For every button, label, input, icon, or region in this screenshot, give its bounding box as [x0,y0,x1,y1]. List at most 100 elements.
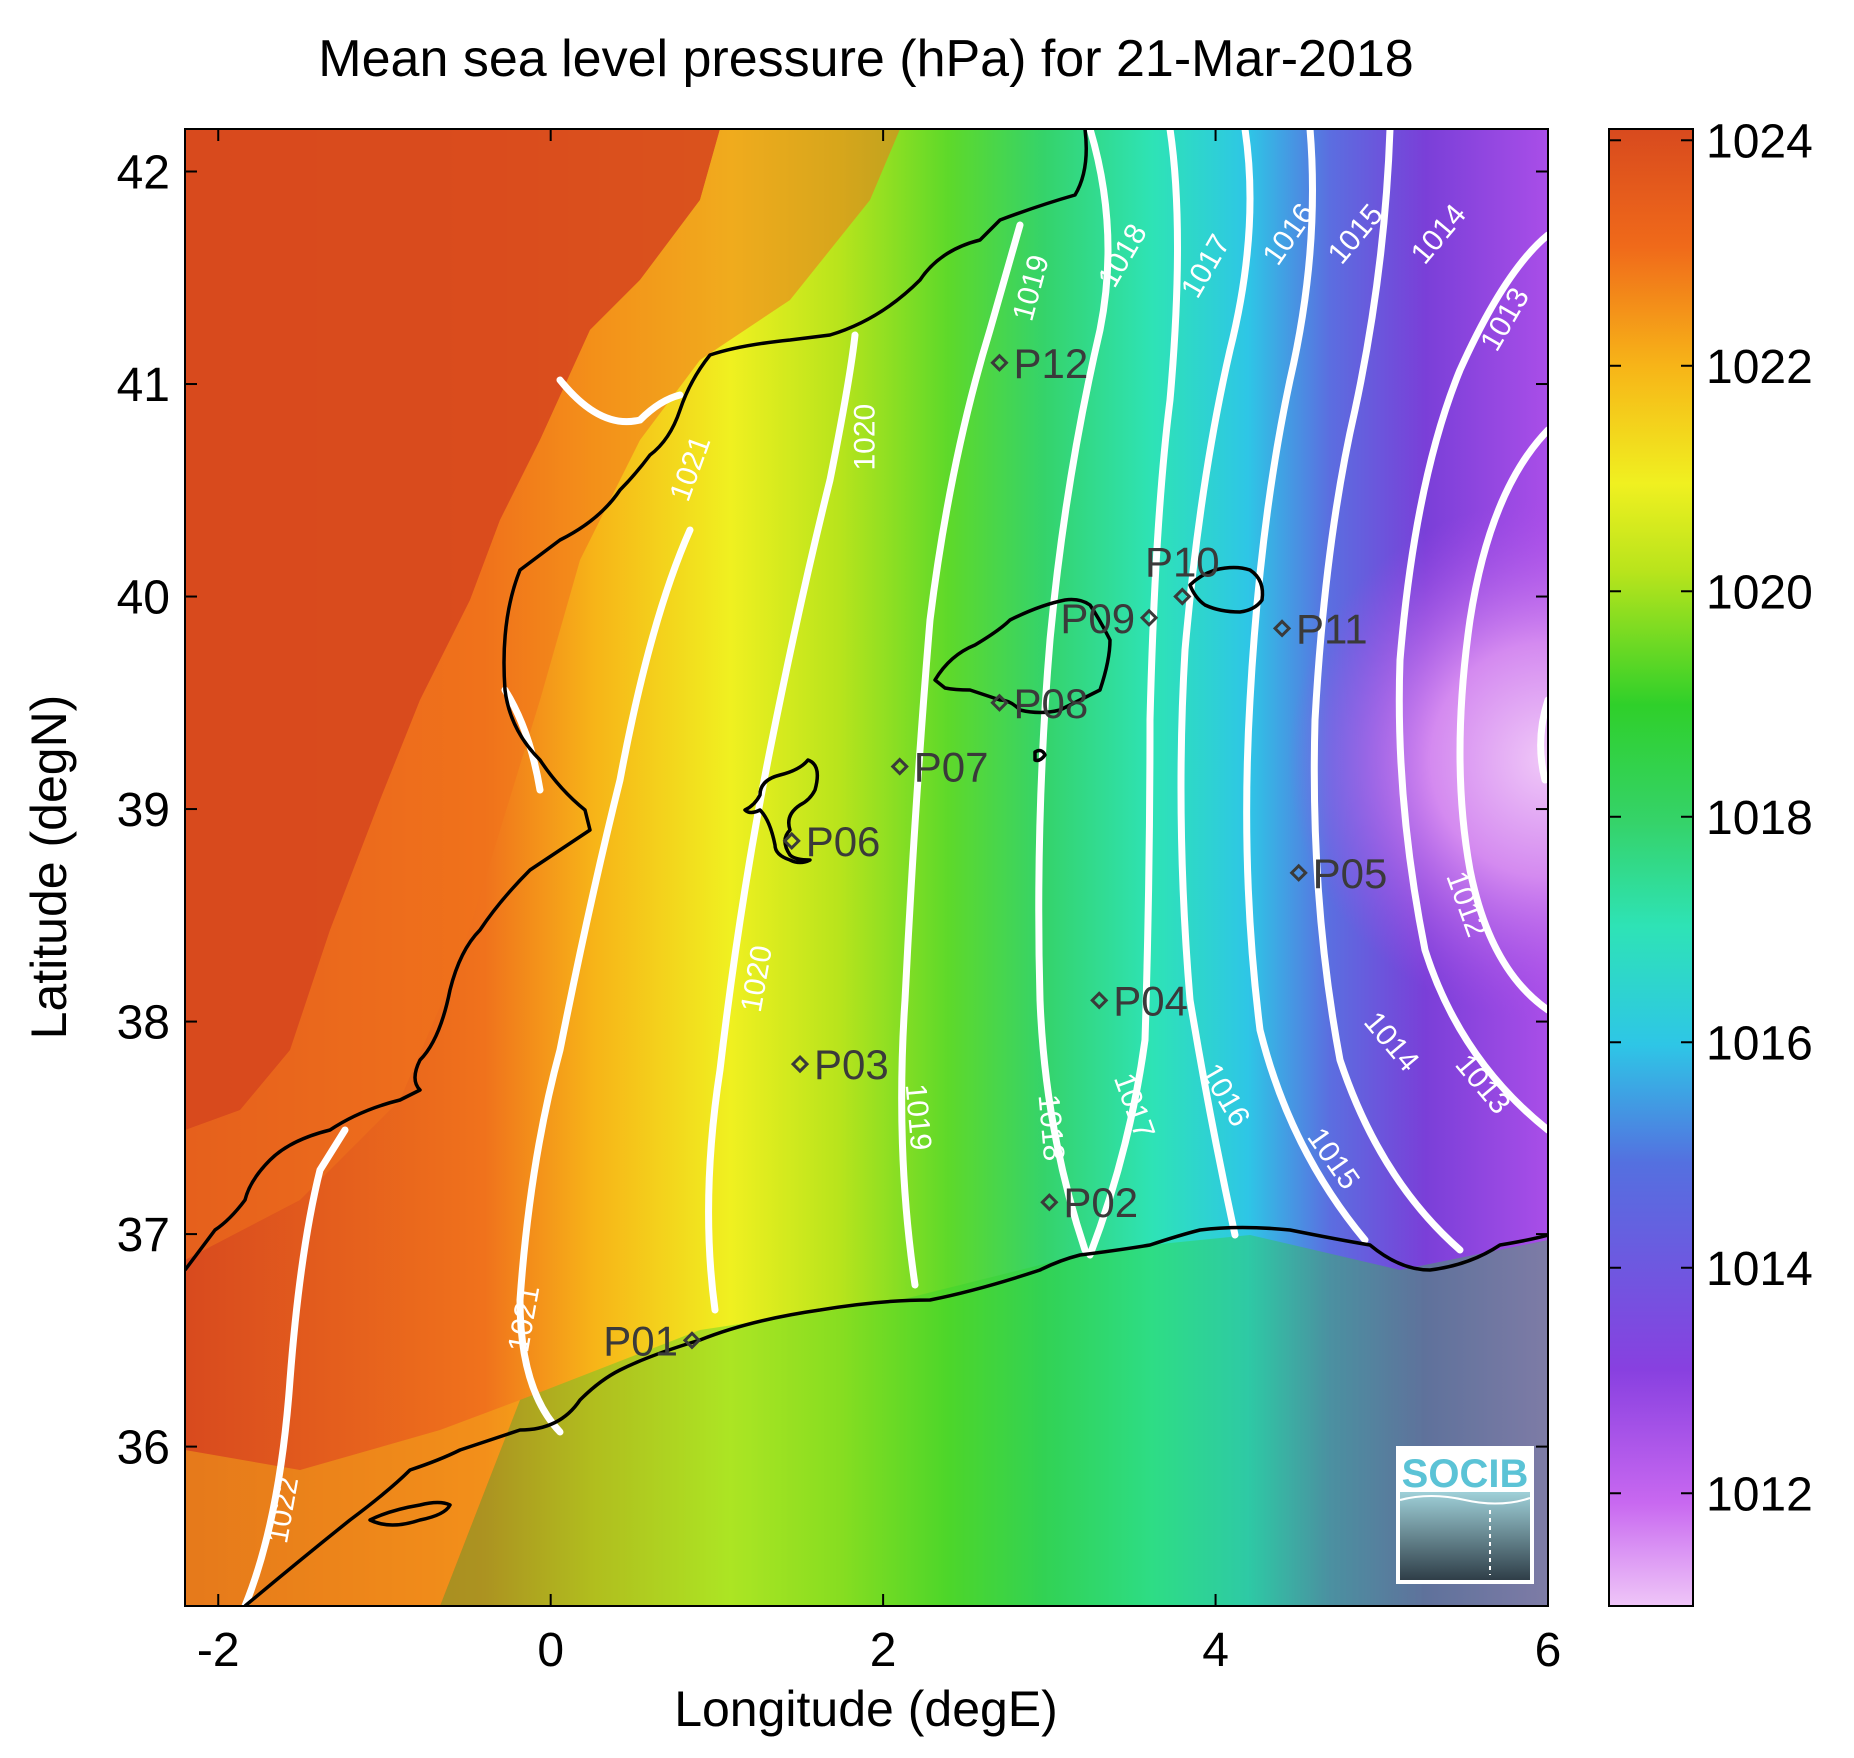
isobar-label: 1019 [899,1082,938,1151]
coastline-africa [243,1225,1548,1606]
station-label: P09 [1060,595,1135,642]
y-axis: 36 37 38 39 40 41 42 [117,147,1548,1475]
iberian-land-high-pressure [185,129,720,1130]
station-p09[interactable]: P09 [1060,595,1159,642]
isobar-1012-inner [1537,696,1548,784]
socib-logo: SOCIB [1396,1446,1534,1584]
x-tick-label: 6 [1535,1624,1562,1677]
y-tick-label: 39 [117,784,170,837]
station-label: P12 [1013,340,1088,387]
isobar-1019 [898,221,1024,1289]
station-p12[interactable]: P12 [990,340,1088,387]
y-tick-label: 42 [117,147,170,200]
colorbar-tick-label: 1014 [1706,1243,1813,1296]
station-marker [1289,863,1308,882]
x-tick-label: -2 [197,1624,240,1677]
colorbar-tick-label: 1018 [1706,792,1813,845]
colorbar-tick-label: 1022 [1706,341,1813,394]
station-p05[interactable]: P05 [1289,850,1388,897]
station-p03[interactable]: P03 [790,1041,889,1088]
map-plot: 1022102110211020102010191019101810181017… [185,129,1548,1606]
x-axis: -2 0 2 4 6 [197,129,1561,1677]
isobar-1020 [705,331,859,1314]
station-marker [1090,991,1109,1010]
station-label: P01 [603,1317,678,1364]
colorbar-tick-label: 1024 [1706,115,1813,168]
isobar-1018 [1035,129,1112,1254]
station-marker [1040,1193,1059,1212]
isobar-1021-south [516,526,694,1436]
station-label: P02 [1063,1179,1138,1226]
isobars [241,129,1548,1606]
coastline-menorca [1188,565,1265,614]
isobar-1015 [1243,129,1369,1244]
isobar-1022 [241,1126,349,1606]
coastline-ibiza [743,758,820,865]
plot-frame [184,128,1549,1607]
africa-land-west [185,1400,520,1606]
coastline-cabrera [1033,748,1047,763]
isobar-label: 1018 [1032,1093,1071,1162]
y-tick-label: 36 [117,1422,170,1475]
y-tick-label: 41 [117,359,170,412]
colorbar-frame [1608,128,1694,1607]
y-tick-label: 38 [117,997,170,1050]
station-label: P08 [1013,680,1088,727]
colorbar: 1012 1014 1016 1018 1020 1022 1024 [1608,115,1813,1607]
isobar-1021-north [556,376,684,426]
station-p06[interactable]: P06 [782,818,881,865]
isobar-1021-coast [501,686,544,794]
x-axis-label: Longitude (degE) [674,1681,1058,1737]
station-label: P10 [1145,539,1220,586]
station-p02[interactable]: P02 [1040,1179,1138,1226]
y-axis-label: Latitude (degN) [21,695,77,1040]
iberian-land-transition [185,129,900,1260]
station-marker [1173,587,1192,606]
station-label: P06 [806,818,881,865]
station-p07[interactable]: P07 [890,744,989,791]
station-label: P07 [914,744,989,791]
colorbar-ticks: 1012 1014 1016 1018 1020 1022 1024 [1609,115,1813,1521]
station-marker [1272,619,1292,638]
station-label: P04 [1113,977,1188,1024]
station-marker [790,1054,810,1074]
coastlines [185,129,1548,1606]
colorbar-tick-label: 1016 [1706,1017,1813,1070]
y-tick-label: 40 [117,572,170,625]
logo-text: SOCIB [1402,1452,1529,1496]
station-label: P11 [1296,605,1368,652]
x-tick-label: 4 [1202,1624,1229,1677]
station-marker [682,1331,702,1350]
y-tick-label: 37 [117,1209,170,1262]
station-marker [782,831,801,851]
isobar-1013 [1395,231,1548,1134]
station-label: P03 [814,1041,889,1088]
station-label: P05 [1313,850,1388,897]
station-marker [1139,608,1159,627]
coastline-mallorca [933,597,1112,715]
x-tick-label: 0 [537,1624,564,1677]
africa-land [440,1235,1548,1606]
figure-title: Mean sea level pressure (hPa) for 21-Mar… [318,30,1413,88]
station-marker [990,353,1009,372]
station-marker [890,757,909,776]
isobar-label: 1020 [848,404,881,471]
isobar-1017 [1086,129,1181,1259]
station-p10[interactable]: P10 [1145,539,1220,606]
colorbar-gradient [1609,129,1693,1606]
station-p04[interactable]: P04 [1090,977,1188,1024]
logo-wave [1399,1495,1531,1505]
logo-gradient [1400,1492,1530,1580]
station-p11[interactable]: P11 [1272,605,1368,652]
station-p08[interactable]: P08 [990,680,1088,727]
colorbar-tick-label: 1012 [1706,1468,1813,1521]
coastline-alboran-island [368,1500,452,1527]
coastline-iberia [185,129,1088,1272]
isobar-1016 [1177,129,1254,1239]
isobar-1014 [1310,129,1464,1254]
station-marker [990,693,1009,712]
station-p01[interactable]: P01 [603,1317,702,1364]
isobar-1012 [1456,426,1548,1014]
